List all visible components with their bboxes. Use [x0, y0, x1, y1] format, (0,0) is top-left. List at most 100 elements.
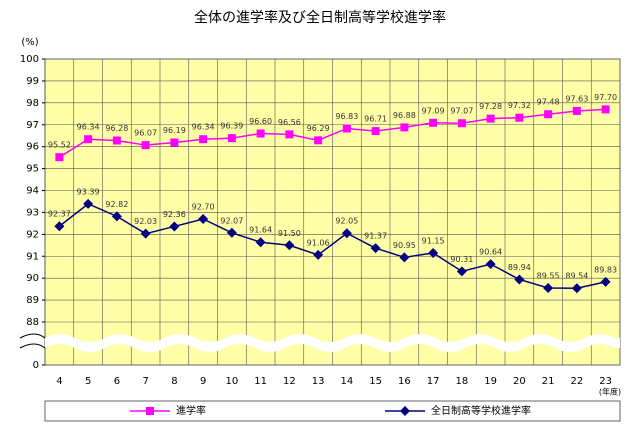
legend	[44, 400, 621, 422]
y-tick-label: 98	[26, 98, 39, 109]
data-label: 93.39	[77, 187, 100, 196]
y-tick-label: 89	[26, 295, 39, 306]
series-line	[58, 203, 606, 289]
x-tick-label: 10	[226, 376, 239, 387]
data-label: 96.71	[364, 115, 387, 124]
x-tick-label: 22	[571, 376, 584, 387]
data-point	[572, 106, 581, 115]
data-point	[112, 136, 121, 145]
data-point	[428, 247, 439, 258]
data-label: 92.07	[220, 216, 243, 225]
data-label: 90.64	[479, 248, 502, 257]
data-point	[371, 127, 380, 136]
data-label: 92.05	[335, 217, 358, 226]
data-point	[55, 153, 64, 162]
data-point	[457, 119, 466, 128]
x-tick-label: 9	[200, 376, 206, 387]
data-point	[255, 237, 266, 248]
y-tick-label: 93	[26, 207, 39, 218]
y-tick-label: 97	[26, 120, 39, 131]
data-label: 92.70	[192, 202, 215, 211]
data-label: 96.28	[105, 124, 128, 133]
x-tick-label: 17	[427, 376, 440, 387]
x-tick-label: 6	[114, 376, 120, 387]
data-point	[399, 252, 410, 263]
data-label: 90.31	[450, 255, 473, 264]
data-label: 90.95	[393, 241, 416, 250]
data-point	[571, 283, 582, 294]
axis-break	[45, 334, 620, 352]
x-axis-label: (年度)	[599, 387, 621, 397]
data-label: 96.29	[307, 124, 330, 133]
data-point	[600, 276, 611, 287]
data-point	[198, 213, 209, 224]
data-label: 97.09	[422, 106, 445, 115]
x-tick-label: 14	[341, 376, 354, 387]
x-tick-label: 15	[369, 376, 382, 387]
data-label: 95.52	[48, 141, 71, 150]
data-label: 97.28	[479, 102, 502, 111]
data-point	[84, 135, 93, 144]
data-point	[485, 259, 496, 270]
data-point	[486, 114, 495, 123]
data-point	[313, 249, 324, 260]
data-point	[227, 134, 236, 143]
data-label: 97.07	[450, 107, 473, 116]
x-tick-label: 4	[56, 376, 62, 387]
y-tick-label: 91	[26, 251, 39, 262]
x-tick-label: 5	[85, 376, 91, 387]
data-point	[544, 110, 553, 119]
data-point	[601, 105, 610, 114]
data-point	[400, 123, 409, 132]
data-point	[83, 198, 94, 209]
x-tick-label: 18	[456, 376, 469, 387]
legend-marker	[400, 406, 410, 416]
x-tick-label: 8	[171, 376, 177, 387]
series-line	[58, 108, 606, 158]
x-tick-label: 19	[484, 376, 497, 387]
legend-marker	[146, 407, 154, 415]
data-point	[54, 221, 65, 232]
y-unit: (%)	[21, 37, 38, 48]
data-label: 92.82	[105, 200, 128, 209]
data-label: 97.63	[565, 94, 588, 103]
y-tick-label: 94	[26, 186, 39, 197]
data-label: 89.83	[594, 265, 617, 274]
data-point	[543, 283, 554, 294]
data-label: 91.06	[307, 238, 330, 247]
data-label: 96.34	[77, 123, 100, 132]
data-label: 92.37	[48, 210, 71, 219]
legend-label: 全日制高等学校進学率	[431, 404, 531, 417]
data-label: 89.54	[565, 272, 588, 281]
data-label: 96.56	[278, 118, 301, 127]
data-point	[256, 129, 265, 138]
y-tick-label: 92	[26, 229, 39, 240]
chart-title: 全体の進学率及び全日制高等学校進学率	[194, 9, 446, 26]
data-label: 91.37	[364, 232, 387, 241]
data-point	[285, 130, 294, 139]
data-point	[170, 138, 179, 147]
y-tick-label: 100	[20, 54, 39, 65]
data-point	[342, 124, 351, 133]
data-point	[515, 113, 524, 122]
x-tick-label: 13	[312, 376, 325, 387]
data-point	[141, 141, 150, 150]
data-label: 96.19	[163, 126, 186, 135]
x-tick-label: 16	[398, 376, 411, 387]
data-label: 96.39	[220, 122, 243, 131]
y-tick-label: 99	[26, 76, 39, 87]
data-point	[199, 135, 208, 144]
data-label: 91.15	[422, 236, 445, 245]
data-label: 97.70	[594, 93, 617, 102]
x-tick-label: 7	[142, 376, 148, 387]
data-label: 91.64	[249, 226, 272, 235]
data-point	[169, 221, 180, 232]
data-label: 91.50	[278, 229, 301, 238]
data-point	[140, 228, 151, 239]
x-tick-label: 23	[599, 376, 612, 387]
data-point	[314, 136, 323, 145]
data-label: 89.94	[508, 263, 531, 272]
data-label: 92.03	[134, 217, 157, 226]
